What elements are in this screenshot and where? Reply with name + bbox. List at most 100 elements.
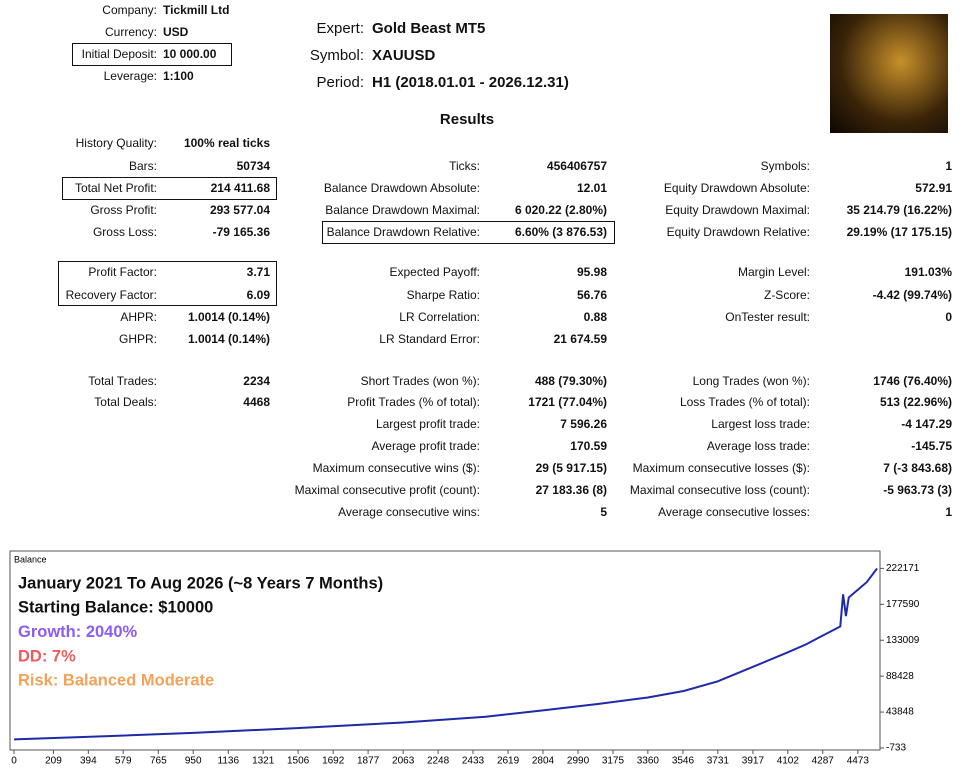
stat-label: Profit Trades (% of total):	[347, 395, 480, 409]
stat-label: LR Correlation:	[399, 310, 480, 324]
stat-value: 1	[945, 505, 952, 519]
stat-label: Z-Score:	[763, 288, 810, 302]
stat-value: 6.09	[246, 288, 270, 302]
stat-value: 1721 (77.04%)	[528, 395, 607, 409]
x-tick-label: 4287	[812, 756, 835, 767]
stat-label: Gross Profit:	[90, 203, 157, 217]
field-label: Currency:	[104, 25, 157, 39]
stat-label: Short Trades (won %):	[360, 374, 480, 388]
field-value: USD	[163, 25, 189, 39]
x-tick-label: 3731	[707, 756, 730, 767]
stat-label: History Quality:	[75, 136, 157, 150]
highlight-box	[62, 177, 277, 200]
x-tick-label: 2804	[532, 756, 555, 767]
stat-value: 50734	[236, 159, 270, 173]
x-tick-label: 2063	[392, 756, 415, 767]
stat-value: -4.42 (99.74%)	[872, 288, 952, 302]
y-tick-label: 88428	[886, 671, 914, 682]
chart-title: Balance	[14, 554, 47, 564]
stat-label: Bars:	[128, 159, 157, 173]
product-image	[830, 14, 948, 133]
stat-value: 7 596.26	[560, 417, 607, 431]
x-tick-label: 3917	[742, 756, 765, 767]
stat-label: Margin Level:	[737, 265, 810, 279]
x-tick-label: 579	[115, 756, 132, 767]
stat-label: Balance Drawdown Maximal:	[325, 203, 480, 217]
x-tick-label: 2619	[497, 756, 520, 767]
stat-value: 35 214.79 (16.22%)	[846, 203, 952, 217]
stat-label: OnTester result:	[725, 310, 810, 324]
stat-label: Average loss trade:	[706, 439, 810, 453]
stat-label: Average consecutive wins:	[338, 505, 480, 519]
stat-label: LR Standard Error:	[379, 332, 480, 346]
stat-value: 29.19% (17 175.15)	[846, 225, 952, 239]
field-label: Symbol:	[309, 47, 364, 64]
stat-label: Total Trades:	[88, 374, 157, 388]
stat-value: 4468	[243, 395, 270, 409]
stat-value: 0.88	[583, 310, 607, 324]
stat-value: 1746 (76.40%)	[873, 374, 952, 388]
stat-label: GHPR:	[118, 332, 157, 346]
field-label: Company:	[102, 3, 157, 17]
stat-label: Maximal consecutive loss (count):	[629, 483, 810, 497]
stat-label: Maximum consecutive wins ($):	[312, 461, 480, 475]
stat-label: Equity Drawdown Maximal:	[665, 203, 810, 217]
stat-value: 513 (22.96%)	[879, 395, 952, 409]
highlight-box	[58, 261, 277, 306]
stat-value: 572.91	[915, 181, 952, 195]
stat-label: Balance Drawdown Relative:	[326, 225, 480, 239]
stat-value: 21 674.59	[553, 332, 607, 346]
x-tick-label: 1877	[357, 756, 380, 767]
stat-label: Profit Factor:	[88, 265, 157, 279]
results-title: Results	[439, 111, 495, 128]
x-tick-label: 394	[80, 756, 97, 767]
stat-label: Ticks:	[449, 159, 480, 173]
x-tick-label: 4102	[777, 756, 800, 767]
stat-value: 0	[945, 310, 952, 324]
x-tick-label: 2433	[462, 756, 485, 767]
stat-value: 214 411.68	[210, 181, 270, 195]
annotation: Starting Balance: $10000	[18, 599, 213, 617]
stat-label: Total Net Profit:	[74, 181, 157, 195]
stat-value: -79 165.36	[212, 225, 270, 239]
x-tick-label: 3360	[637, 756, 660, 767]
stat-label: Maximum consecutive losses ($):	[632, 461, 810, 475]
stat-value: 293 577.04	[209, 203, 270, 217]
stat-label: Gross Loss:	[92, 225, 157, 239]
stat-label: Equity Drawdown Relative:	[666, 225, 810, 239]
stat-value: 6.60% (3 876.53)	[514, 225, 607, 239]
highlight-box	[322, 221, 615, 244]
field-value: 10 000.00	[163, 47, 217, 61]
stat-label: Loss Trades (% of total):	[679, 395, 810, 409]
stat-value: 3.71	[246, 265, 270, 279]
field-value: Gold Beast MT5	[372, 20, 486, 37]
annotation: DD: 7%	[18, 647, 76, 665]
stat-value: 5	[600, 505, 607, 519]
stat-label: Expected Payoff:	[389, 265, 480, 279]
stat-value: 100% real ticks	[183, 136, 270, 150]
stat-label: Equity Drawdown Absolute:	[663, 181, 810, 195]
stat-value: 170.59	[570, 439, 607, 453]
stat-value: -5 963.73 (3)	[883, 483, 952, 497]
x-tick-label: 1136	[218, 756, 240, 767]
stat-label: Largest profit trade:	[375, 417, 480, 431]
field-label: Period:	[316, 74, 364, 91]
stat-value: 27 183.36 (8)	[535, 483, 607, 497]
field-label: Expert:	[316, 20, 364, 37]
x-tick-label: 2990	[567, 756, 590, 767]
stat-label: Average profit trade:	[371, 439, 480, 453]
stat-value: 456406757	[546, 159, 607, 173]
field-label: Initial Deposit:	[81, 47, 157, 61]
x-tick-label: 0	[11, 756, 17, 767]
x-tick-label: 1692	[322, 756, 345, 767]
y-tick-label: 222171	[886, 563, 920, 574]
x-tick-label: 4473	[847, 756, 870, 767]
stat-value: -145.75	[911, 439, 952, 453]
stat-value: 95.98	[576, 265, 607, 279]
stat-value: 7 (-3 843.68)	[883, 461, 952, 475]
x-tick-label: 2248	[427, 756, 450, 767]
stat-label: AHPR:	[120, 310, 157, 324]
stat-label: Recovery Factor:	[65, 288, 157, 302]
annotation: Risk: Balanced Moderate	[18, 672, 214, 690]
stat-value: 29 (5 917.15)	[535, 461, 607, 475]
